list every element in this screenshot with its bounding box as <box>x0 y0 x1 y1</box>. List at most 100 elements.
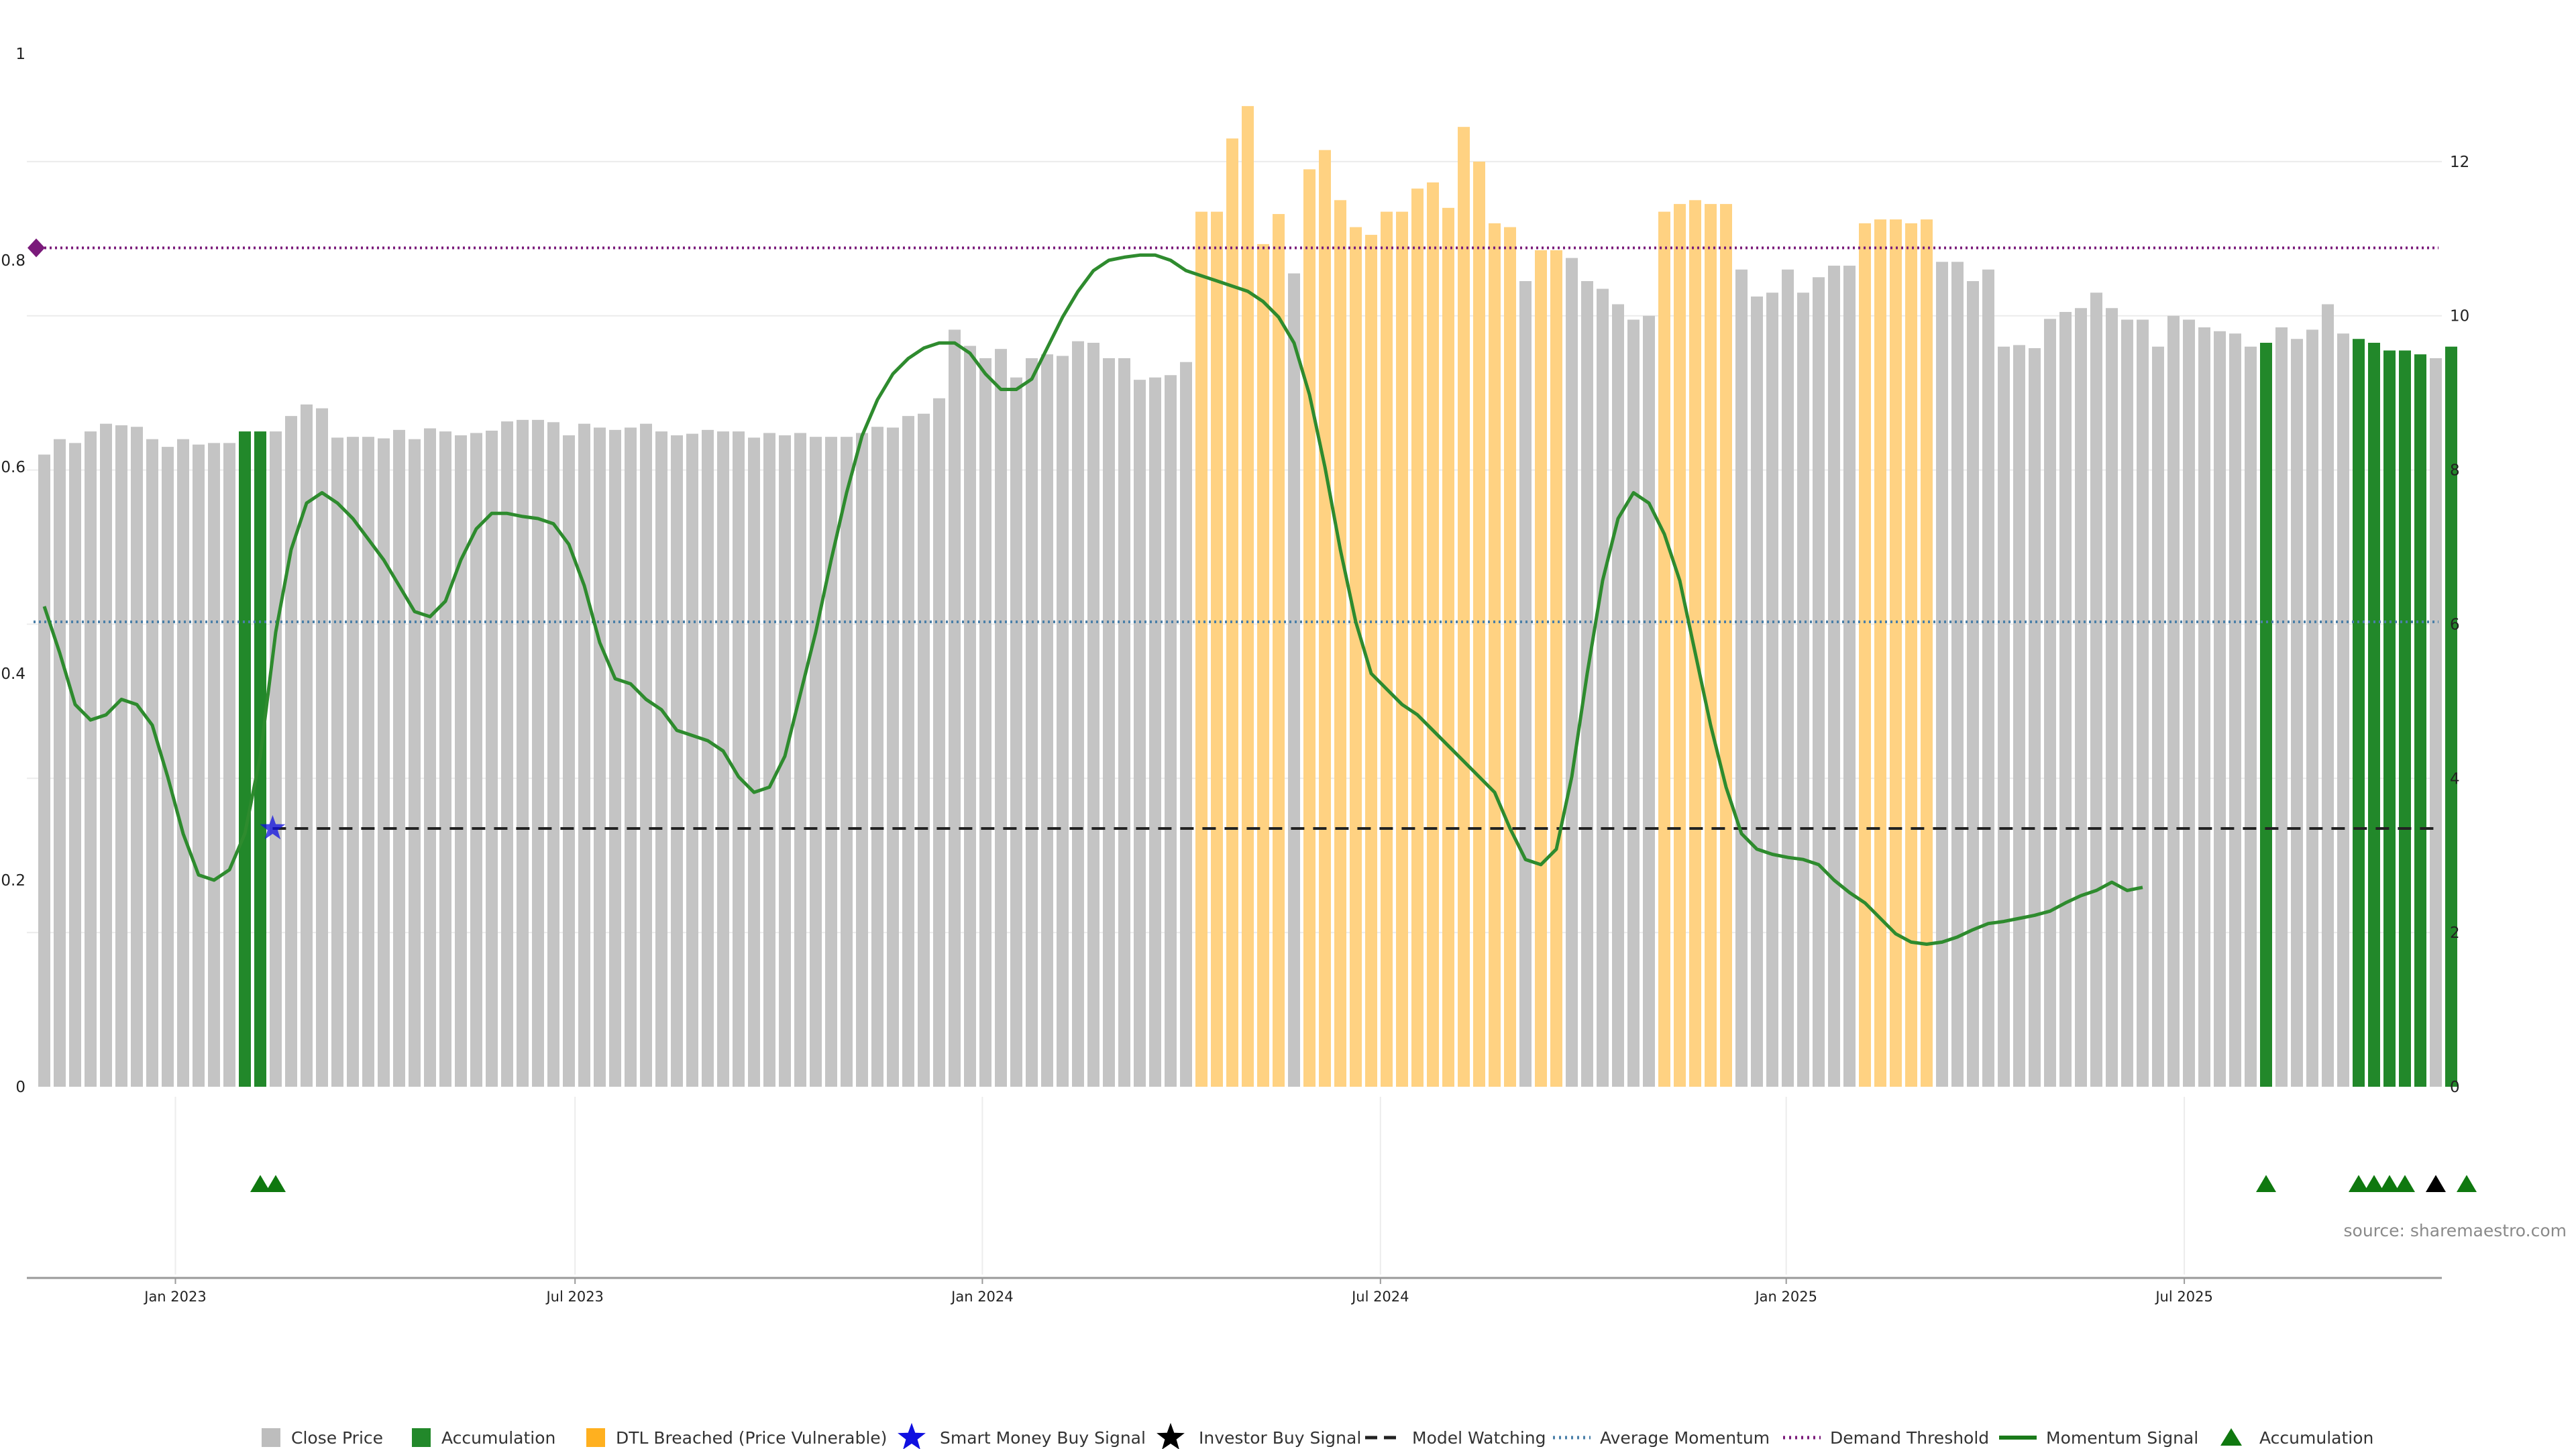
y-right-tick-label: 4 <box>2450 770 2460 788</box>
bar-gray <box>871 427 883 1087</box>
y-right-tick-label: 12 <box>2450 154 2469 171</box>
legend-swatch <box>412 1428 431 1447</box>
bar-gray <box>2198 327 2210 1087</box>
bar-orange <box>1689 200 1701 1087</box>
bar-gray <box>1998 346 2010 1087</box>
legend-item: Accumulation <box>2220 1428 2373 1448</box>
bar-gray <box>1010 377 1022 1087</box>
bar-gray <box>331 437 343 1087</box>
bar-orange <box>1473 161 1485 1087</box>
bar-gray <box>825 437 837 1087</box>
y-right-tick-label: 2 <box>2450 924 2460 942</box>
bar-gray <box>393 429 405 1087</box>
bar-gray <box>1072 341 1084 1087</box>
bar-orange <box>1458 127 1470 1087</box>
y-right-tick-label: 6 <box>2450 616 2460 633</box>
bar-gray <box>424 428 436 1087</box>
bar-gray <box>1967 281 1979 1087</box>
bar-gray <box>146 439 158 1087</box>
bar-gray <box>301 404 313 1087</box>
bar-gray <box>609 429 621 1087</box>
bar-gray <box>1843 266 1856 1087</box>
bar-orange <box>1365 235 1377 1087</box>
bar-gray <box>2059 312 2072 1087</box>
legend-label: DTL Breached (Price Vulnerable) <box>616 1428 887 1448</box>
bar-gray <box>933 398 945 1087</box>
bar-gray <box>979 358 991 1087</box>
bar-gray <box>1828 266 1840 1087</box>
bar-gray <box>1103 358 1115 1087</box>
x-tick-label: Jul 2024 <box>1350 1289 1409 1305</box>
bar-green <box>239 431 251 1087</box>
legend-label: Average Momentum <box>1600 1428 1770 1448</box>
bar-orange <box>1905 223 1917 1087</box>
smart-money-buy-star <box>260 815 286 840</box>
bar-gray <box>115 425 127 1087</box>
bar-gray <box>54 439 66 1087</box>
x-tick-label: Jan 2024 <box>950 1289 1014 1305</box>
bar-gray <box>162 447 174 1087</box>
bar-gray <box>810 437 822 1087</box>
bar-green <box>2353 339 2365 1087</box>
y-left-tick-label: 0.6 <box>1 459 25 476</box>
bar-gray <box>1627 319 1640 1087</box>
legend-label: Model Watching <box>1412 1428 1546 1448</box>
legend-item: Accumulation <box>412 1428 555 1448</box>
bar-orange <box>1257 244 1269 1087</box>
bar-orange <box>1442 207 1454 1087</box>
bar-orange <box>1427 182 1439 1087</box>
bar-orange <box>1334 200 1346 1087</box>
accumulation-triangle <box>250 1175 270 1192</box>
bar-gray <box>409 439 421 1087</box>
bar-gray <box>1118 358 1130 1087</box>
bar-orange <box>1195 211 1208 1087</box>
legend-label: Close Price <box>291 1428 383 1448</box>
y-right-tick-label: 10 <box>2450 308 2469 325</box>
bar-gray <box>131 427 143 1087</box>
bar-gray <box>2167 315 2180 1087</box>
bar-gray <box>470 433 482 1087</box>
legend-item: Momentum Signal <box>1999 1428 2198 1448</box>
bar-orange <box>1211 211 1223 1087</box>
legend-item: Smart Money Buy Signal <box>898 1423 1146 1449</box>
bar-gray <box>2075 308 2087 1087</box>
bar-gray <box>2013 345 2025 1087</box>
bar-gray <box>2121 319 2133 1087</box>
y-left-tick-label: 0.4 <box>1 665 25 683</box>
bar-orange <box>1411 189 1424 1087</box>
bar-orange <box>1226 138 1238 1087</box>
bar-green <box>2399 350 2411 1087</box>
bar-orange <box>1350 227 1362 1087</box>
source-text: source: sharemaestro.com <box>2344 1221 2567 1240</box>
legend-label: Momentum Signal <box>2046 1428 2198 1448</box>
bar-orange <box>1550 250 1562 1087</box>
legend-item: Model Watching <box>1365 1428 1546 1448</box>
bar-gray <box>902 416 914 1087</box>
bar-gray <box>2152 346 2164 1087</box>
bar-orange <box>1504 227 1516 1087</box>
bar-gray <box>1180 362 1192 1087</box>
y-left-tick-label: 0.8 <box>1 252 25 270</box>
x-tick-label: Jan 2023 <box>143 1289 207 1305</box>
bar-green <box>2260 342 2272 1087</box>
bar-gray <box>285 416 297 1087</box>
y-left-tick-label: 1 <box>15 46 25 63</box>
bar-gray <box>2229 333 2241 1087</box>
bar-gray <box>887 427 899 1087</box>
legend: Close Price Accumulation DTL Breached (Pri… <box>262 1423 2373 1449</box>
y-left-tick-label: 0.2 <box>1 872 25 890</box>
bar-orange <box>1890 219 1902 1087</box>
bar-gray <box>316 408 328 1087</box>
bar-gray <box>655 431 667 1087</box>
bar-gray <box>2430 358 2442 1087</box>
bar-gray <box>1751 297 1763 1087</box>
bar-green <box>2383 350 2396 1087</box>
bar-orange <box>1658 211 1670 1087</box>
bar-gray <box>2275 327 2288 1087</box>
bar-gray <box>625 427 637 1087</box>
bar-gray <box>2291 339 2303 1087</box>
bar-gray <box>455 435 467 1087</box>
bar-orange <box>1396 211 1408 1087</box>
